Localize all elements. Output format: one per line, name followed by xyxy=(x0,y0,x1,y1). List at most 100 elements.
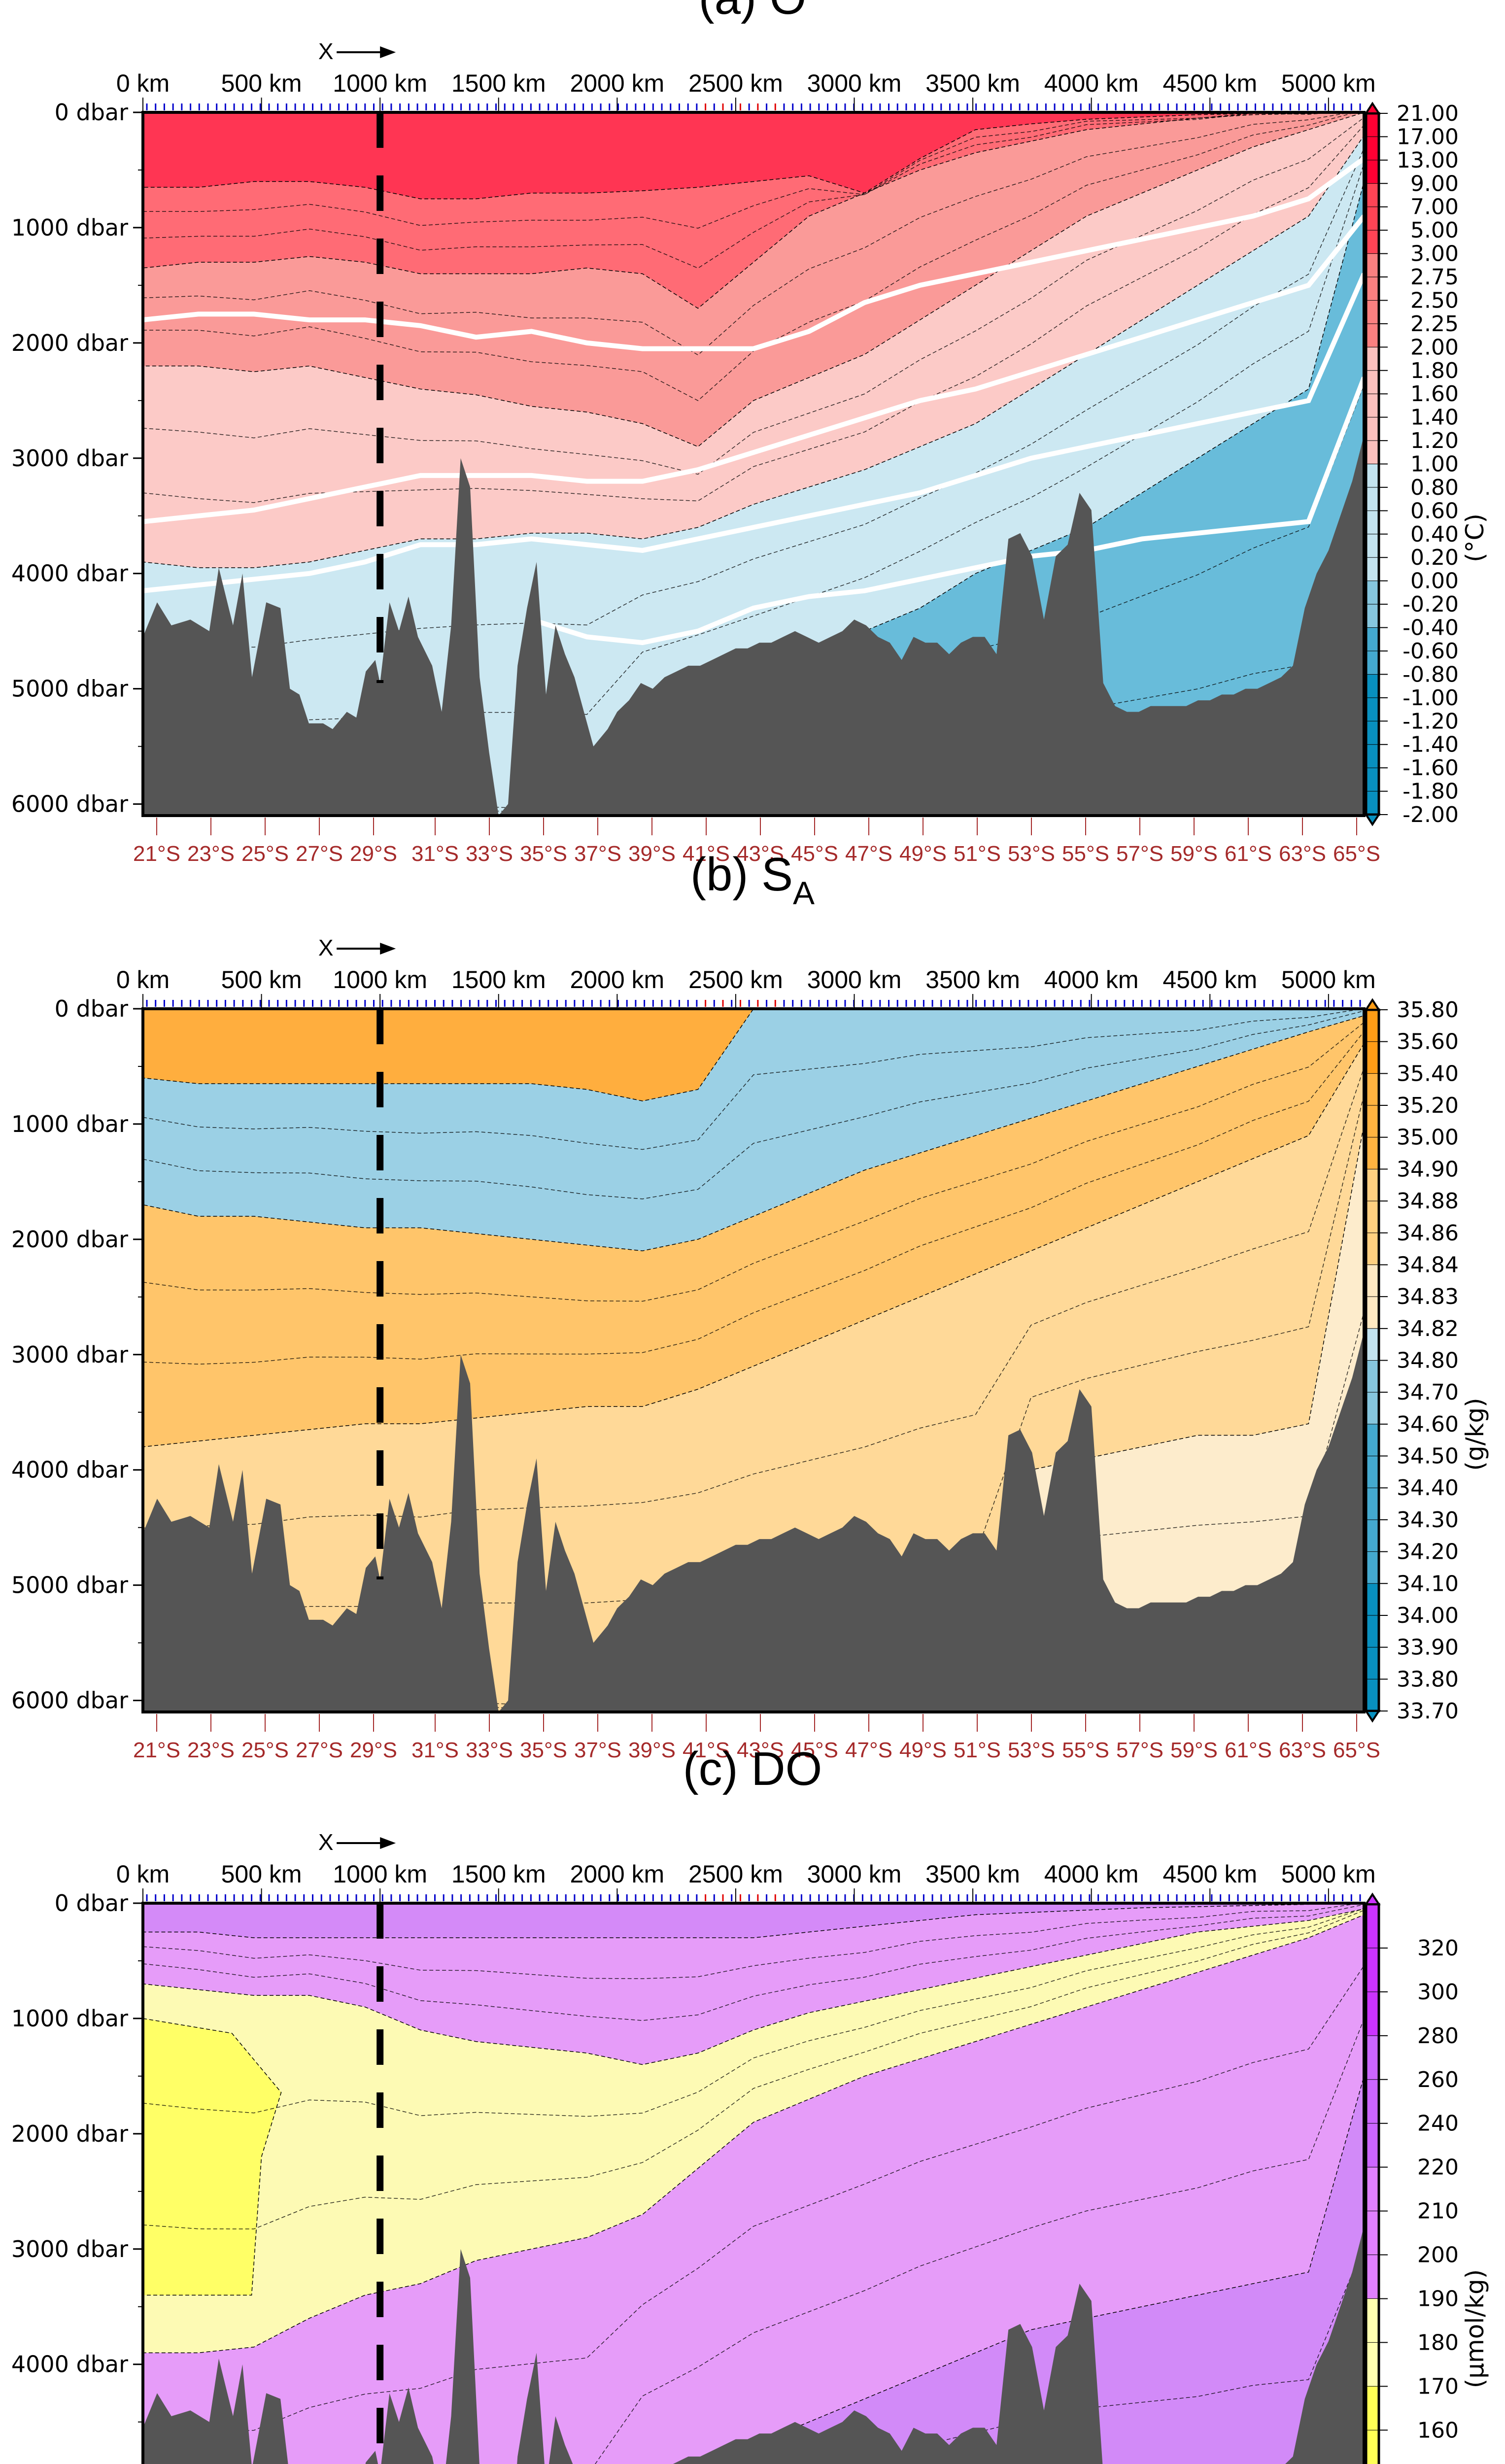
y-tick-label: 0 dbar xyxy=(55,995,128,1022)
y-tick-label: 3000 dbar xyxy=(11,1341,128,1368)
isoline xyxy=(143,112,1337,229)
colorbar-swatch xyxy=(1366,650,1379,675)
colorbar-extend-down-icon xyxy=(1364,814,1381,826)
colorbar-tick-label: 2.25 xyxy=(1410,311,1459,337)
plot-frame xyxy=(141,1902,1366,2464)
x-bottom-tick-label: 25°S xyxy=(241,1738,289,1762)
colorbar-swatch xyxy=(1366,346,1379,371)
x-bottom-tick-label: 33°S xyxy=(466,1738,513,1762)
isoline xyxy=(143,112,1353,356)
colorbar-tick-label: -0.60 xyxy=(1402,639,1459,664)
colorbar-tick-label: 170 xyxy=(1417,2374,1459,2399)
y-tick-label: 4000 dbar xyxy=(11,560,128,587)
marker-arrow-head-icon xyxy=(380,943,396,955)
x-top-tick-label: 2500 km xyxy=(688,1860,783,1888)
x-bottom-tick-label: 21°S xyxy=(133,1738,180,1762)
y-tick-label: 3000 dbar xyxy=(11,445,128,472)
colorbar-tick-label: 190 xyxy=(1417,2286,1459,2311)
colorbar-swatch xyxy=(1366,113,1379,137)
colorbar-swatch xyxy=(1366,1264,1379,1298)
colorbar-extend-up-icon xyxy=(1364,102,1381,114)
marker-label: X xyxy=(318,1829,334,1855)
x-top-tick-label: 1500 km xyxy=(451,69,546,97)
colorbar-swatch xyxy=(1366,1519,1379,1552)
colorbar-swatch xyxy=(1366,1009,1379,1042)
x-top-tick-label: 500 km xyxy=(221,69,302,97)
colorbar-tick-label: 33.90 xyxy=(1397,1635,1459,1660)
colorbar-swatch xyxy=(1366,393,1379,418)
colorbar-swatch xyxy=(1366,370,1379,395)
x-top-tick-label: 5000 km xyxy=(1281,69,1376,97)
x-bottom-tick-label: 59°S xyxy=(1170,1738,1218,1762)
colorbar-swatch xyxy=(1366,557,1379,582)
x-bottom-tick-label: 55°S xyxy=(1062,842,1109,866)
isoline xyxy=(143,1904,1364,2021)
colorbar-tick-label: 200 xyxy=(1417,2243,1459,2268)
colorbar-tick-label: 34.84 xyxy=(1397,1252,1459,1277)
x-bottom-tick-label: 43°S xyxy=(737,1738,784,1762)
colorbar-tick-label: 34.80 xyxy=(1397,1348,1459,1373)
y-tick-label: 5000 dbar xyxy=(11,676,128,702)
isoline xyxy=(143,1010,1364,1199)
marker-arrow-head-icon xyxy=(380,1837,396,1849)
panel-title-main: (a) Θ xyxy=(699,0,807,24)
x-top-tick-label: 3000 km xyxy=(807,69,902,97)
contour-layer xyxy=(143,1903,1364,1938)
isoline xyxy=(143,112,1338,269)
colorbar-tick-label: -0.80 xyxy=(1402,662,1459,687)
x-bottom-tick-label: 41°S xyxy=(683,842,730,866)
colorbar-swatch xyxy=(1366,1296,1379,1329)
colorbar-tick-label: 1.20 xyxy=(1410,428,1459,453)
y-tick-label: 3000 dbar xyxy=(11,2236,128,2262)
contour-layer xyxy=(143,112,1364,200)
colorbar-tick-label: 280 xyxy=(1417,2023,1459,2049)
x-bottom-tick-label: 61°S xyxy=(1225,842,1272,866)
x-bottom-tick-label: 43°S xyxy=(737,842,784,866)
isoline xyxy=(143,1908,1364,2117)
x-bottom-tick-label: 53°S xyxy=(1008,842,1055,866)
bathymetry xyxy=(143,435,1364,816)
colorbar-tick-label: 7.00 xyxy=(1410,195,1459,220)
x-bottom-tick-label: 35°S xyxy=(520,1738,567,1762)
colorbar-tick-label: 34.60 xyxy=(1397,1412,1459,1437)
colorbar-tick-label: 220 xyxy=(1417,2155,1459,2180)
x-bottom-tick-label: 39°S xyxy=(628,1738,676,1762)
white-contour xyxy=(143,273,1364,593)
isoline xyxy=(143,125,1364,503)
colorbar-swatch xyxy=(1366,323,1379,348)
colorbar-tick-label: 34.70 xyxy=(1397,1380,1459,1405)
colorbar-swatch xyxy=(1366,627,1379,651)
x-top-tick-label: 3500 km xyxy=(925,1860,1020,1888)
colorbar-swatch xyxy=(1366,1328,1379,1361)
colorbar-tick-label: 5.00 xyxy=(1410,218,1459,243)
colorbar-swatch xyxy=(1366,674,1379,698)
x-top-tick-label: 2500 km xyxy=(688,966,783,993)
colorbar-swatch xyxy=(1366,1041,1379,1074)
colorbar-tick-label: 0.40 xyxy=(1410,522,1459,547)
x-bottom-tick-label: 31°S xyxy=(411,842,459,866)
x-top-tick-label: 3500 km xyxy=(925,966,1020,993)
x-bottom-tick-label: 59°S xyxy=(1170,842,1218,866)
white-contour xyxy=(530,376,1364,646)
isoline xyxy=(143,1067,1364,1529)
oxygen-minimum-core xyxy=(143,2018,282,2296)
x-bottom-tick-label: 45°S xyxy=(791,842,838,866)
colorbar-tick-label: 1.60 xyxy=(1410,381,1459,407)
colorbar-tick-label: 34.40 xyxy=(1397,1475,1459,1501)
isoline xyxy=(143,1031,1364,1365)
colorbar-tick-label: 2.00 xyxy=(1410,335,1459,360)
bathymetry xyxy=(143,2226,1364,2464)
colorbar-swatch xyxy=(1366,767,1379,792)
x-top-tick-label: 0 km xyxy=(116,69,170,97)
colorbar-tick-label: 34.00 xyxy=(1397,1603,1459,1628)
x-bottom-tick-label: 51°S xyxy=(954,842,1001,866)
colorbar-tick-label: 9.00 xyxy=(1410,171,1459,196)
x-bottom-tick-label: 39°S xyxy=(628,842,676,866)
colorbar-swatch xyxy=(1366,2342,1379,2387)
white-contour xyxy=(143,214,1364,524)
isoline xyxy=(866,2245,1364,2464)
x-bottom-tick-label: 37°S xyxy=(574,842,621,866)
y-tick-label: 1000 dbar xyxy=(11,1111,128,1137)
colorbar-extend-down-icon xyxy=(1364,1710,1381,1723)
